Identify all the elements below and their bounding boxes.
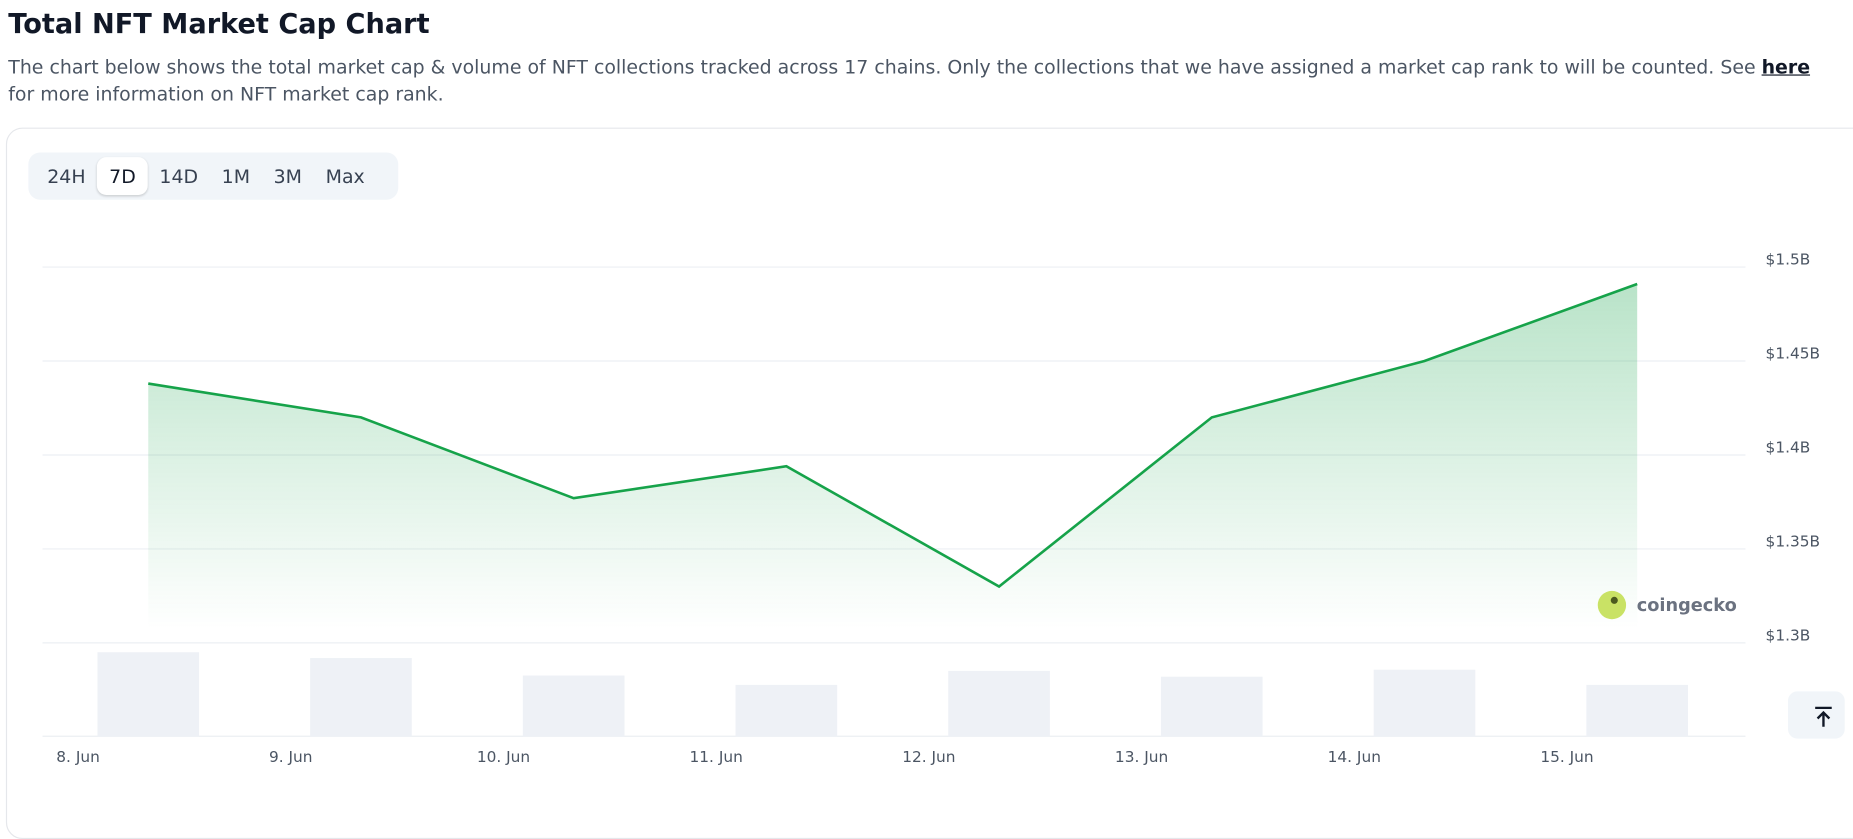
x-tick-label: 9. Jun [269,748,313,766]
volume-bar [735,684,838,737]
range-button[interactable]: 1M [210,157,262,195]
volume-bar [97,652,200,737]
volume-bar [1160,676,1263,737]
logo [1597,590,1627,620]
description: The chart below shows the total market c… [8,53,1816,107]
description-text: for more information on NFT market cap r… [8,55,1817,106]
page-content: Total NFT Market Cap Chart The chart bel… [5,9,1853,839]
x-tick-label: 10. Jun [477,748,530,766]
x-tick-label: 13. Jun [1115,748,1168,766]
arrow-up-icon [1815,706,1832,727]
x-tick-label: 15. Jun [1540,748,1593,766]
back-to-top[interactable] [1788,691,1845,739]
x-tick-label: 12. Jun [902,748,955,766]
x-tick-label: 11. Jun [690,748,743,766]
volume-bar [1373,669,1476,737]
volume-bar [948,670,1050,737]
y-tick-label: $1.35B [1766,533,1821,551]
range-button[interactable]: 14D [148,157,210,195]
y-tick-label: $1.4B [1766,439,1811,457]
area [148,283,1638,629]
link[interactable]: here [1761,55,1811,78]
volume-bar [310,658,412,737]
range-button[interactable]: 3M [262,157,314,195]
page: Total NFT Market Cap Chart The chart bel… [5,9,1853,839]
x-tick-label: 8. Jun [56,748,100,766]
y-tick-label: $1.45B [1766,345,1821,363]
y-tick-label: $1.5B [1766,251,1811,269]
line [148,282,1638,589]
range-button[interactable]: Max [314,157,377,195]
volume-bar [1586,684,1689,737]
description-text: The chart below shows the total market c… [8,55,1762,78]
volume-bar [522,675,625,737]
range-selector: 24H 7D 14D 1M 3M Max [28,152,399,200]
chart: $1.3B $1.35B $1.4B $1.45B $1.5B 8. Jun 9. Jun 1… [42,251,1821,766]
y-tick-label: $1.3B [1766,627,1811,645]
x-tick-label: 14. Jun [1328,748,1381,766]
range-button[interactable]: 24H [35,157,97,195]
watermark: coingecko [1637,596,1737,616]
range-button[interactable]: 7D [97,157,148,195]
page-title: Total NFT Market Cap Chart [8,9,430,41]
logo-eye [1610,596,1618,604]
